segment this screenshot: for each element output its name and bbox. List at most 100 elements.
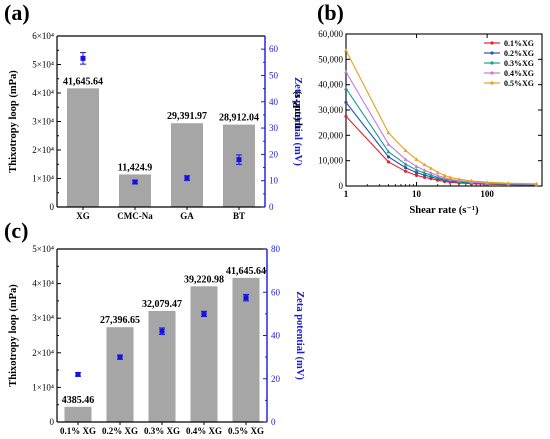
series-point [435,170,440,174]
series-point [448,177,453,181]
series-point [344,70,348,74]
bar-value-label: 4385.46 [62,395,95,406]
y2-tick-label: 40 [271,331,281,341]
legend-label: 0.4%XG [504,69,534,78]
y-tick-label: 6×10⁴ [32,31,54,41]
y-tick-label: 4×10⁴ [32,88,54,98]
y2-axis-title: Zeta potential (mV) [294,291,305,380]
y-tick-label: 5×10⁴ [32,60,54,70]
legend-label: 0.2%XG [504,49,534,58]
y-tick-label: 2×10⁴ [32,348,54,358]
series-point [435,175,440,179]
x-tick-label: BT [233,211,245,221]
y2-tick-label: 60 [269,44,279,54]
y-tick-label: 0 [339,181,344,191]
series-point [422,171,427,175]
panel-a-label: (a) [4,0,30,25]
legend-marker [490,81,494,85]
y2-tick-label: 0 [269,202,274,212]
x-tick-label: 0.3% XG [144,426,180,436]
bar [119,174,151,207]
bar [171,123,203,207]
zeta-point [184,175,190,181]
chart-c: 4385.46 0.1% XG 27,396.65 0.2% XG 32,079.47 0… [8,244,305,436]
series-point [344,86,348,90]
y-tick-label: 20,000 [318,130,343,140]
y-tick-label: 1×10⁴ [32,174,54,184]
bar [67,88,99,207]
x-axis-title: Shear rate (s⁻¹) [409,205,479,216]
chart-b: 0 10,000 20,000 30,000 40,000 50,000 60,000 1 10… [292,29,543,216]
series-point [428,166,433,170]
series-point [422,168,427,172]
legend-label: 0.5%XG [504,79,534,88]
zeta-point [243,295,249,301]
series-line [345,71,537,185]
bar-value-label: 41,645.64 [63,76,103,87]
y2-tick-label: 60 [271,287,281,297]
legend-label: 0.3%XG [504,59,534,68]
x-tick-label: 10 [412,189,422,199]
bar-value-label: 39,220.98 [184,274,224,285]
series-point [422,162,427,167]
y-axis-title: Thixotropy loop (mPa) [8,284,19,387]
series-point [457,177,462,181]
x-tick-label: 100 [480,189,494,199]
bar-value-label: 29,391.97 [167,111,207,122]
legend-marker [490,51,494,55]
series-point [428,170,433,175]
series-point [403,157,408,161]
zeta-point [159,328,165,334]
y-tick-label: 30,000 [318,105,343,115]
y2-axis-title: Zeta potential (mV) [292,77,303,166]
y-axis-title: Thixotropy loop (mPa) [8,70,19,173]
zeta-point [236,157,242,163]
bar [106,327,134,422]
y-tick-label: 0 [50,202,55,212]
bar-value-label: 41,645.64 [226,266,266,277]
series-point [403,148,408,153]
x-tick-label: XG [76,211,90,221]
zeta-point [117,354,123,360]
bar-value-label: 11,424.9 [118,162,152,173]
series-point [442,175,447,180]
y-tick-label: 60,000 [318,29,343,39]
series-point [344,114,348,118]
series-point [435,173,440,178]
series-point [414,173,419,177]
x-tick-label: 0.1% XG [60,426,96,436]
x-tick-label: CMC-Na [117,211,153,221]
y2-tick-label: 0 [271,417,276,427]
chart-a: 41,645.64 XG 11,424.9 CMC-Na 29,391.97 GA 28,9… [8,31,303,221]
series-point [414,164,419,168]
y-axis-title: η (mP·s) [292,90,303,129]
zeta-point [132,179,138,185]
legend-marker [490,41,494,45]
y2-tick-label: 40 [269,97,279,107]
series-point [442,173,447,177]
series-point [344,48,348,52]
y-tick-label: 2×10⁴ [32,145,54,155]
y-tick-label: 5×10⁴ [32,244,54,254]
y2-tick-label: 20 [271,374,281,384]
panel-b-label: (b) [317,0,344,25]
series-point [428,173,433,177]
y2-tick-label: 30 [269,123,279,133]
series-point [469,178,474,183]
bar-value-label: 32,079.47 [142,299,182,310]
y-tick-label: 3×10⁴ [32,313,54,323]
y-tick-label: 50,000 [318,54,343,64]
series-point [386,155,391,159]
bar [190,286,218,422]
x-tick-label: 0.4% XG [186,426,222,436]
zeta-point [75,371,81,377]
x-tick-label: 0.5% XG [228,426,264,436]
series-point [485,180,490,184]
y2-tick-label: 20 [269,149,279,159]
bar [223,124,255,207]
series-point [404,166,408,170]
y-tick-label: 10,000 [318,156,343,166]
series-point [403,162,408,166]
zeta-point [201,311,207,317]
